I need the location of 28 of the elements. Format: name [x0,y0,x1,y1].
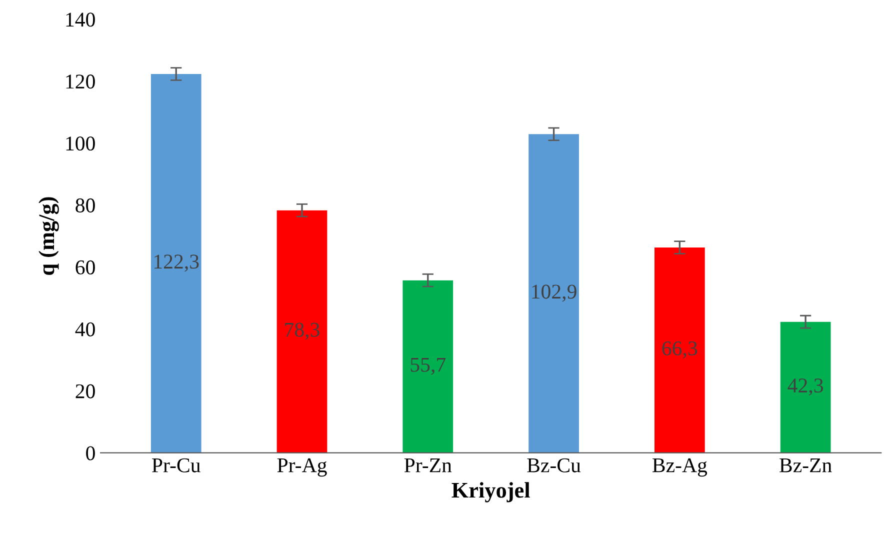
y-tick-label: 20 [76,384,95,398]
x-tick-label: Pr-Ag [277,458,327,477]
y-tick-label: 120 [66,74,95,89]
y-tick-label: 0 [86,446,95,460]
x-tick-label: Bz-Cu [527,458,581,472]
y-tick-label: 60 [76,260,95,274]
x-tick-label: Pr-Cu [152,458,200,472]
y-tick-label: 140 [66,12,95,27]
bar [276,210,328,453]
y-tick-label: 80 [76,198,95,212]
x-tick-label: Bz-Ag [652,458,708,477]
bar [150,74,202,453]
bar [780,322,831,453]
x-tick-label: Pr-Zn [404,458,452,472]
x-tick-label: Bz-Zn [780,458,832,472]
y-axis-title: q (mg/g) [38,197,59,275]
data-label: 122,3 [154,254,199,272]
data-label: 55,7 [410,358,446,375]
y-tick-label: 100 [66,136,95,151]
x-axis-title: Kriyojel [452,482,530,502]
bar [402,280,454,453]
data-label: 42,3 [788,378,823,396]
y-tick-label: 40 [75,322,95,336]
data-label: 66,3 [662,341,698,358]
data-label: 78,3 [285,322,320,340]
data-label: 102,9 [532,284,576,302]
bar [654,247,705,453]
bar [528,134,579,453]
